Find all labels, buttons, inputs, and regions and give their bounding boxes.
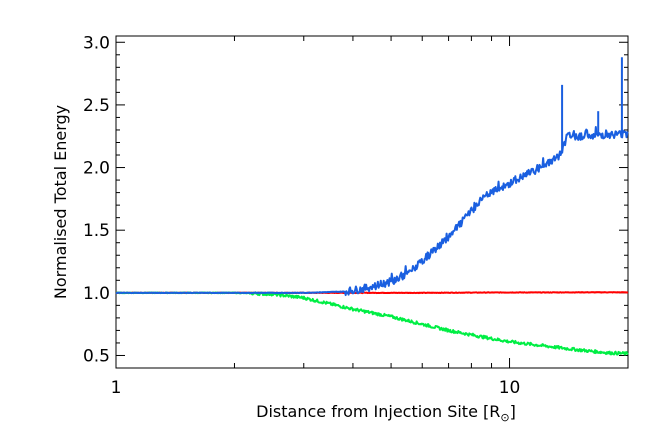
y-axis-ticks: 0.5 1.0 1.5 2.0 2.5 3.0 (83, 33, 628, 366)
y-tick-label: 2.5 (83, 96, 110, 116)
x-axis-label: Distance from Injection Site [R⊙] (256, 402, 516, 424)
x-axis-label-subscript: ⊙ (500, 411, 509, 424)
y-tick-label: 1.0 (83, 284, 110, 304)
x-axis-ticks: 1 10 (111, 36, 521, 398)
y-axis-label: Normalised Total Energy (51, 105, 70, 299)
y-tick-label: 2.0 (83, 159, 110, 179)
x-tick-label: 10 (499, 378, 521, 398)
y-tick-label: 1.5 (83, 221, 110, 241)
x-axis-label-suffix: ] (510, 402, 516, 421)
x-axis-label-main: Distance from Injection Site [R (256, 402, 500, 421)
y-tick-label: 3.0 (83, 33, 110, 53)
plot-frame (115, 35, 629, 369)
x-tick-label: 1 (111, 378, 122, 398)
series-layer (115, 57, 629, 356)
series-line-1 (115, 291, 629, 356)
y-tick-label: 0.5 (83, 346, 110, 366)
series-line-2 (115, 126, 629, 297)
